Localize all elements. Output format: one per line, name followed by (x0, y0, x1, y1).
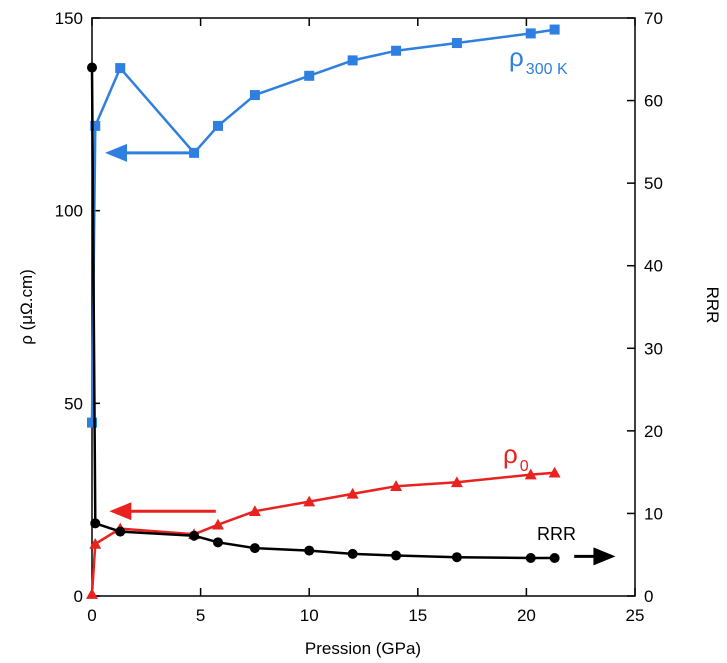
rrr-point (549, 553, 560, 564)
rrr-point (87, 62, 97, 73)
rrr-point (249, 543, 260, 554)
series-layer (86, 24, 561, 599)
rho-0-point (390, 480, 403, 491)
rrr-point (525, 553, 536, 564)
rho-300k-series-label: ρ 300 K (509, 42, 568, 78)
rho-300k-point (115, 63, 126, 74)
y-tick-label-right: 60 (644, 92, 663, 111)
rho-300k-point (451, 38, 462, 49)
y-axis-title-right: RRR (703, 287, 722, 324)
plot-frame (91, 17, 636, 597)
rho-0-point (346, 487, 359, 499)
rrr-point (451, 552, 462, 563)
rho-0-arrow-head (109, 502, 132, 521)
rho-300k-point (212, 120, 223, 131)
y-tick-label-left: 50 (64, 394, 83, 413)
annotation-layer (105, 143, 616, 566)
rho-0-point (548, 466, 561, 478)
rho-300k-series-line (90, 28, 555, 423)
rho-300k-point (90, 120, 101, 131)
x-tick-label: 20 (517, 606, 536, 625)
rho-300k-point (391, 45, 402, 56)
rrr-series-label: RRR (537, 524, 576, 544)
y-tick-label-left: 100 (55, 202, 83, 221)
x-tick-label: 0 (87, 606, 96, 625)
rho-300k-point (549, 24, 560, 35)
y-tick-label-right: 20 (644, 422, 663, 441)
rho-300k-point (347, 55, 358, 66)
y-tick-label-right: 50 (644, 174, 663, 193)
rrr-point (212, 537, 223, 548)
rrr-point (347, 548, 358, 559)
rho-300k-arrow-head (105, 143, 128, 162)
y-tick-label-right: 70 (644, 9, 663, 28)
x-tick-label: 15 (408, 606, 427, 625)
rho-300k-point (304, 70, 315, 81)
rho-0-point (248, 505, 261, 517)
rho-300k-point (249, 90, 260, 101)
rho-300k-point (525, 28, 536, 39)
y-tick-label-right: 30 (644, 339, 663, 358)
rho-0-point (86, 588, 98, 599)
x-tick-label: 10 (300, 606, 319, 625)
x-axis-title: Pression (GPa) (305, 639, 421, 658)
rrr-series-line (90, 67, 555, 560)
x-tick-label: 25 (626, 606, 645, 625)
rrr-point (90, 518, 101, 529)
rho-0-point (450, 476, 463, 488)
y-tick-label-right: 0 (644, 587, 653, 606)
rho-0-point (89, 537, 102, 549)
x-tick-label: 5 (196, 606, 205, 625)
rrr-point (189, 530, 200, 541)
rho-0-point (524, 468, 537, 480)
y-tick-label-right: 10 (644, 504, 663, 523)
rho-300k-point (87, 417, 97, 428)
rrr-point (391, 550, 402, 561)
y-axis-title-left: ρ (μΩ.cm) (17, 269, 36, 345)
y-tick-label-right: 40 (644, 257, 663, 276)
rrr-arrow-head (593, 547, 616, 566)
rrr-point (115, 526, 126, 537)
rrr-point (304, 545, 315, 556)
y-tick-label-left: 150 (55, 9, 83, 28)
series-labels: ρ 300 K ρ 0 RRR (503, 42, 576, 544)
y-tick-label-left: 0 (74, 587, 83, 606)
rho-0-point (211, 518, 224, 530)
rho-0-point (303, 495, 316, 507)
